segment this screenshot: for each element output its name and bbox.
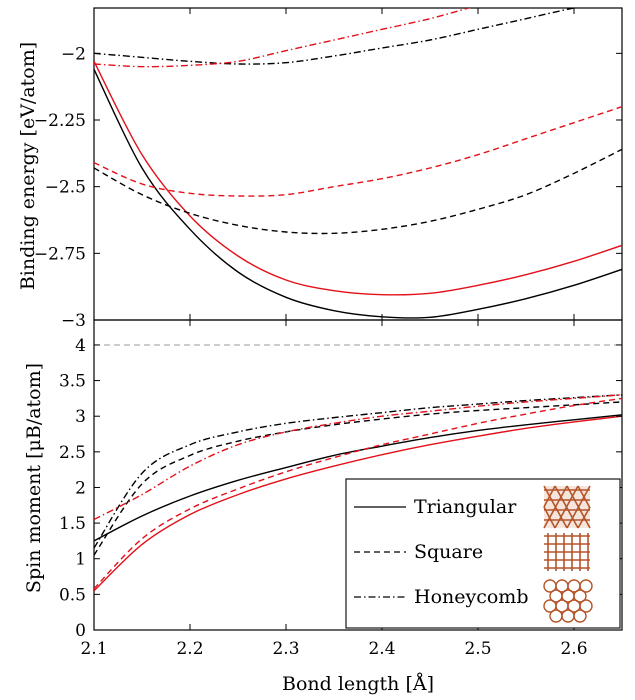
legend: Triangular Square Honeycomb [345,478,621,629]
legend-label-square: Square [414,541,483,563]
spin-moment-frame [93,319,623,631]
series-line-triangular [94,69,622,319]
ytick-label: −2 [61,44,86,64]
ytick-label: 0 [75,621,86,641]
xtick-label: 2.1 [80,639,107,659]
series-line-square-red [94,106,622,197]
ytick-label: −2.25 [34,111,86,131]
xtick-label: 2.2 [176,639,203,659]
series-line-square [94,401,622,556]
ytick-label: 1.5 [59,514,86,534]
ytick-label: 0.5 [59,585,86,605]
spin-moment-ylabel: Spin moment [μB/atom] [23,363,45,593]
binding-energy-ylabel: Binding energy [eV/atom] [17,42,39,290]
series-line-honeycomb [94,394,622,549]
ytick-label: −2.5 [45,178,86,198]
ytick-label: 2.5 [59,443,86,463]
series-line-triangular-red [94,61,622,296]
series-line-triangular-red [94,415,622,592]
square-lattice-icon [544,533,590,571]
ytick-label: 3.5 [59,372,86,392]
triangular-lattice-icon [543,485,591,529]
ytick-label: 4 [75,336,86,356]
series-line-honeycomb-red [94,394,622,521]
ytick-label: −2.75 [34,244,86,264]
ytick-label: 1 [75,550,86,570]
series-line-honeycomb [94,8,578,65]
binding-energy-panel: −3 −2.75 −2.5 −2.25 −2 Binding energy [eV/at… [17,7,623,331]
xtick-label: 2.6 [560,639,587,659]
xtick-label: 2.5 [464,639,491,659]
ytick-label: 3 [75,407,86,427]
ytick-label: −3 [61,311,86,331]
honeycomb-lattice-icon [543,579,593,623]
ytick-label: 2 [75,478,86,498]
binding-energy-frame [93,7,623,321]
binding-energy-series [94,8,622,319]
series-line-honeycomb-red [94,8,472,68]
legend-label-triangular: Triangular [414,496,517,518]
series-line-square [94,148,622,235]
spin-moment-panel: 0 0.5 1 1.5 2 2.5 3 3.5 4 2.1 2.2 2.3 2.4 2.5 2.6 Spi… [23,319,623,695]
binding-energy-yticks: −3 −2.75 −2.5 −2.25 −2 [34,8,622,331]
bond-length-xlabel: Bond length [Å] [282,673,434,695]
spin-moment-yticks: 0 0.5 1 1.5 2 2.5 3 3.5 4 [59,336,622,641]
spin-moment-series [94,394,622,592]
xtick-label: 2.4 [368,639,395,659]
legend-label-honeycomb: Honeycomb [414,586,528,608]
series-line-square-red [94,397,622,590]
xtick-label: 2.3 [272,639,299,659]
